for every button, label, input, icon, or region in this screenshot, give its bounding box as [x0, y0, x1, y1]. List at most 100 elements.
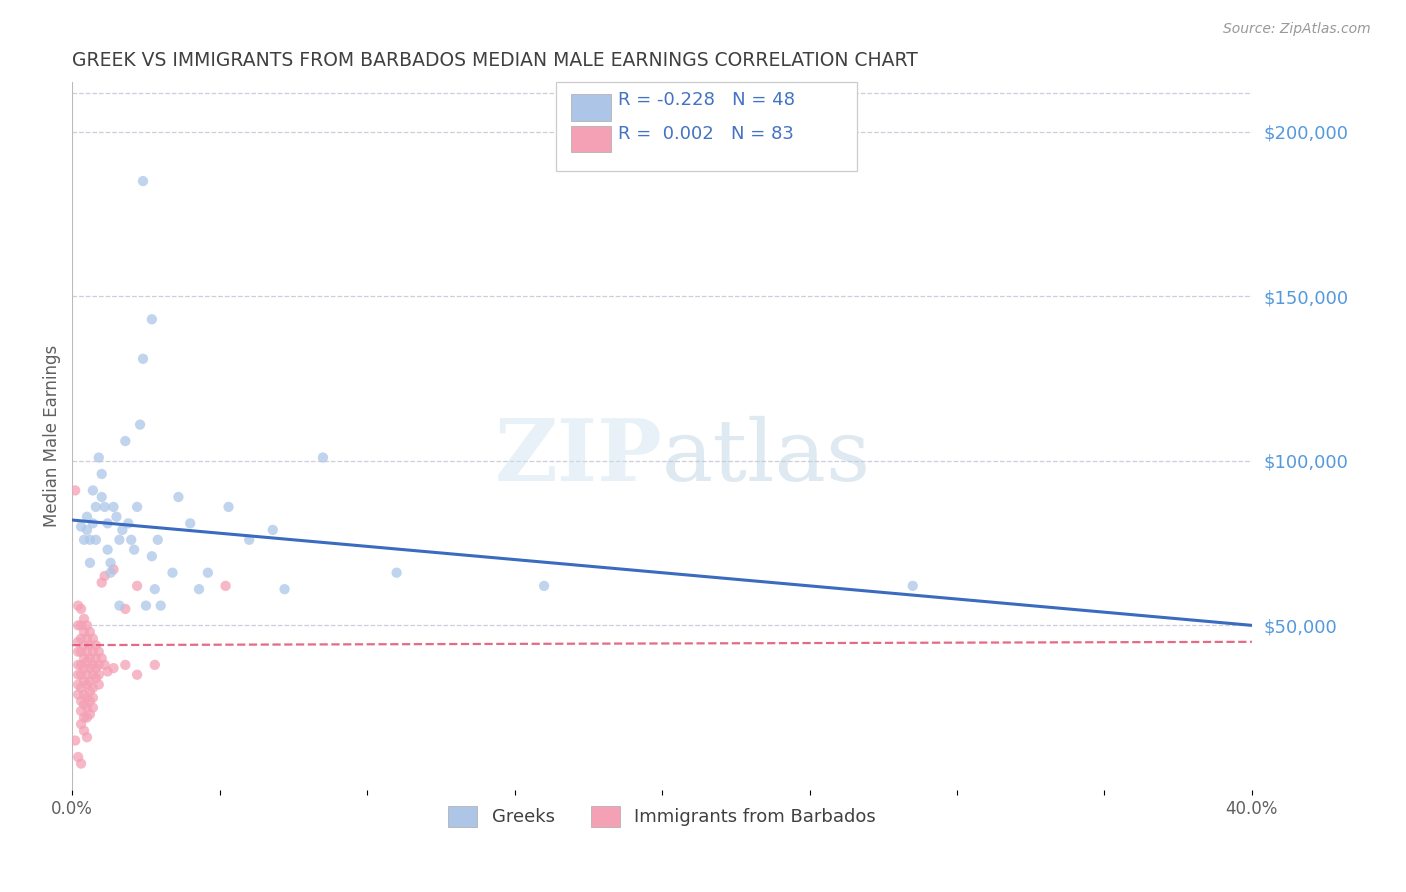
Point	[70, 519, 93, 533]
Point	[76, 677, 98, 691]
Point	[79, 674, 101, 689]
Point	[385, 566, 408, 580]
Point	[79, 707, 101, 722]
Point	[82, 645, 104, 659]
Point	[135, 599, 157, 613]
Point	[114, 434, 136, 448]
Point	[97, 516, 120, 531]
Point	[73, 674, 96, 689]
Point	[108, 599, 131, 613]
Text: R =  0.002   N = 83: R = 0.002 N = 83	[619, 125, 794, 143]
Point	[76, 690, 98, 705]
Point	[533, 579, 555, 593]
Point	[90, 467, 112, 481]
Point	[122, 542, 145, 557]
Point	[114, 602, 136, 616]
Point	[111, 523, 134, 537]
Point	[141, 549, 163, 564]
Point	[67, 635, 90, 649]
Point	[84, 638, 107, 652]
Point	[108, 533, 131, 547]
Point	[79, 694, 101, 708]
Point	[70, 602, 93, 616]
Point	[73, 661, 96, 675]
Point	[82, 681, 104, 695]
Point	[73, 710, 96, 724]
Point	[141, 312, 163, 326]
Point	[70, 632, 93, 646]
Point	[93, 569, 115, 583]
Point	[127, 667, 149, 681]
Point	[218, 500, 240, 514]
Text: atlas: atlas	[662, 416, 872, 499]
Point	[82, 516, 104, 531]
Point	[76, 655, 98, 669]
Point	[87, 450, 110, 465]
Point	[70, 694, 93, 708]
Point	[84, 661, 107, 675]
Point	[93, 657, 115, 672]
FancyBboxPatch shape	[571, 126, 612, 153]
Point	[79, 638, 101, 652]
Point	[73, 688, 96, 702]
Point	[114, 657, 136, 672]
Point	[82, 667, 104, 681]
Point	[79, 556, 101, 570]
Point	[100, 556, 122, 570]
Point	[238, 533, 260, 547]
Point	[76, 667, 98, 681]
Point	[120, 533, 142, 547]
Point	[188, 582, 211, 596]
Point	[79, 624, 101, 639]
Point	[84, 500, 107, 514]
Point	[84, 671, 107, 685]
Point	[70, 704, 93, 718]
Point	[214, 579, 236, 593]
Point	[90, 651, 112, 665]
Point	[73, 651, 96, 665]
Point	[162, 566, 184, 580]
Point	[76, 700, 98, 714]
FancyBboxPatch shape	[571, 95, 612, 120]
Y-axis label: Median Male Earnings: Median Male Earnings	[44, 345, 60, 527]
Point	[79, 684, 101, 698]
Point	[73, 533, 96, 547]
Point	[76, 710, 98, 724]
Point	[179, 516, 201, 531]
Point	[70, 618, 93, 632]
Text: R = -0.228   N = 48: R = -0.228 N = 48	[619, 91, 796, 109]
FancyBboxPatch shape	[555, 82, 856, 170]
Point	[73, 698, 96, 712]
Point	[97, 665, 120, 679]
Point	[70, 717, 93, 731]
Point	[67, 618, 90, 632]
Point	[70, 645, 93, 659]
Point	[76, 509, 98, 524]
Point	[84, 651, 107, 665]
Point	[127, 500, 149, 514]
Legend: Greeks, Immigrants from Barbados: Greeks, Immigrants from Barbados	[441, 798, 883, 834]
Point	[87, 667, 110, 681]
Point	[63, 733, 86, 747]
Point	[90, 490, 112, 504]
Point	[97, 542, 120, 557]
Point	[146, 533, 169, 547]
Point	[132, 351, 155, 366]
Point	[129, 417, 152, 432]
Point	[82, 632, 104, 646]
Point	[73, 624, 96, 639]
Point	[100, 566, 122, 580]
Point	[105, 509, 128, 524]
Point	[76, 523, 98, 537]
Point	[67, 645, 90, 659]
Point	[76, 645, 98, 659]
Point	[73, 612, 96, 626]
Point	[103, 562, 125, 576]
Point	[67, 677, 90, 691]
Point	[79, 651, 101, 665]
Point	[87, 645, 110, 659]
Point	[70, 681, 93, 695]
Point	[67, 667, 90, 681]
Point	[67, 599, 90, 613]
Point	[90, 575, 112, 590]
